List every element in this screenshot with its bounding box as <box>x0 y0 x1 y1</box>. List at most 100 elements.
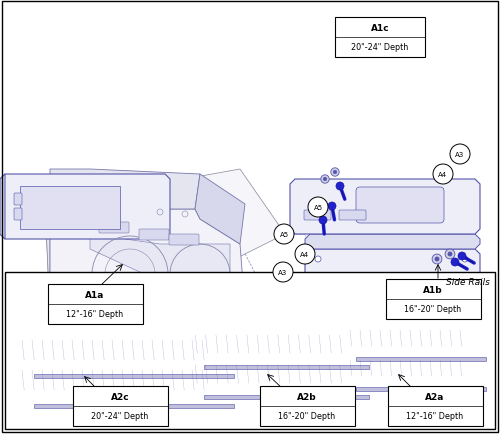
Polygon shape <box>290 180 480 234</box>
Text: 16"-20" Depth: 16"-20" Depth <box>278 411 336 421</box>
Circle shape <box>448 252 452 256</box>
Polygon shape <box>90 234 230 279</box>
Circle shape <box>427 341 433 347</box>
Circle shape <box>295 244 315 264</box>
Circle shape <box>315 356 321 362</box>
Polygon shape <box>45 170 285 314</box>
FancyBboxPatch shape <box>14 194 22 206</box>
Circle shape <box>458 253 466 260</box>
Polygon shape <box>220 396 400 416</box>
Bar <box>388 386 482 426</box>
Text: 20"-24" Depth: 20"-24" Depth <box>92 411 148 421</box>
Polygon shape <box>204 365 369 369</box>
Polygon shape <box>340 359 356 387</box>
Polygon shape <box>12 364 212 369</box>
Polygon shape <box>340 359 470 377</box>
Polygon shape <box>445 397 455 424</box>
Polygon shape <box>190 379 455 424</box>
Circle shape <box>337 341 343 347</box>
Text: 12"-16" Depth: 12"-16" Depth <box>406 411 464 421</box>
Polygon shape <box>34 404 234 408</box>
Circle shape <box>445 250 455 259</box>
Text: Side Rails: Side Rails <box>446 277 490 286</box>
Circle shape <box>273 263 293 283</box>
Circle shape <box>432 254 442 264</box>
Polygon shape <box>12 361 234 374</box>
Text: A2b: A2b <box>297 392 317 401</box>
Circle shape <box>450 145 470 164</box>
Circle shape <box>462 256 468 263</box>
Text: 12"-16" Depth: 12"-16" Depth <box>66 310 124 319</box>
Text: A3: A3 <box>278 270 287 275</box>
Text: A1a: A1a <box>86 291 104 299</box>
Polygon shape <box>195 174 245 244</box>
Text: A5: A5 <box>314 204 322 210</box>
Text: 20"-24" Depth: 20"-24" Depth <box>352 43 408 53</box>
Polygon shape <box>12 391 234 404</box>
Circle shape <box>274 224 294 244</box>
Polygon shape <box>470 329 486 357</box>
Polygon shape <box>185 334 204 365</box>
Polygon shape <box>12 334 212 339</box>
Polygon shape <box>212 339 234 374</box>
Polygon shape <box>305 250 480 369</box>
Polygon shape <box>340 324 470 329</box>
Bar <box>260 386 354 426</box>
Text: A5: A5 <box>280 231 288 237</box>
Polygon shape <box>45 204 50 314</box>
Polygon shape <box>350 364 369 395</box>
Text: A3: A3 <box>456 151 464 158</box>
Circle shape <box>321 175 329 184</box>
Polygon shape <box>340 347 486 357</box>
Text: 16"-20" Depth: 16"-20" Depth <box>404 305 462 314</box>
Polygon shape <box>185 354 369 365</box>
FancyBboxPatch shape <box>169 234 199 246</box>
Circle shape <box>333 171 337 174</box>
FancyBboxPatch shape <box>356 187 444 224</box>
Polygon shape <box>12 369 212 391</box>
Polygon shape <box>20 187 120 230</box>
Polygon shape <box>185 334 350 354</box>
Circle shape <box>308 197 328 217</box>
Polygon shape <box>50 204 295 366</box>
FancyBboxPatch shape <box>99 223 129 233</box>
Text: A1b: A1b <box>423 286 443 295</box>
Circle shape <box>319 217 327 224</box>
Polygon shape <box>340 329 356 357</box>
Polygon shape <box>185 359 350 364</box>
Polygon shape <box>356 387 486 391</box>
Text: A4: A4 <box>300 251 310 257</box>
Polygon shape <box>0 174 170 240</box>
Circle shape <box>462 356 468 362</box>
Polygon shape <box>12 339 34 374</box>
Text: A2a: A2a <box>426 392 444 401</box>
Circle shape <box>315 256 321 263</box>
Polygon shape <box>190 384 200 410</box>
Polygon shape <box>470 359 486 387</box>
Circle shape <box>433 164 453 184</box>
Polygon shape <box>340 329 470 347</box>
Polygon shape <box>356 357 486 361</box>
Polygon shape <box>34 374 234 378</box>
Polygon shape <box>0 174 5 240</box>
FancyBboxPatch shape <box>14 208 22 220</box>
Polygon shape <box>340 377 486 387</box>
Bar <box>386 279 480 319</box>
Circle shape <box>328 203 336 210</box>
Polygon shape <box>204 395 369 399</box>
Polygon shape <box>12 339 212 361</box>
Polygon shape <box>185 329 350 334</box>
Polygon shape <box>185 384 369 395</box>
Circle shape <box>435 257 439 262</box>
Polygon shape <box>340 354 470 359</box>
Polygon shape <box>212 369 234 404</box>
FancyBboxPatch shape <box>339 210 366 220</box>
FancyBboxPatch shape <box>325 274 435 354</box>
Circle shape <box>323 178 327 181</box>
Bar <box>335 18 425 58</box>
Circle shape <box>336 183 344 191</box>
Polygon shape <box>185 364 350 384</box>
Polygon shape <box>305 234 480 250</box>
FancyBboxPatch shape <box>64 214 94 226</box>
Text: A2c: A2c <box>110 392 130 401</box>
